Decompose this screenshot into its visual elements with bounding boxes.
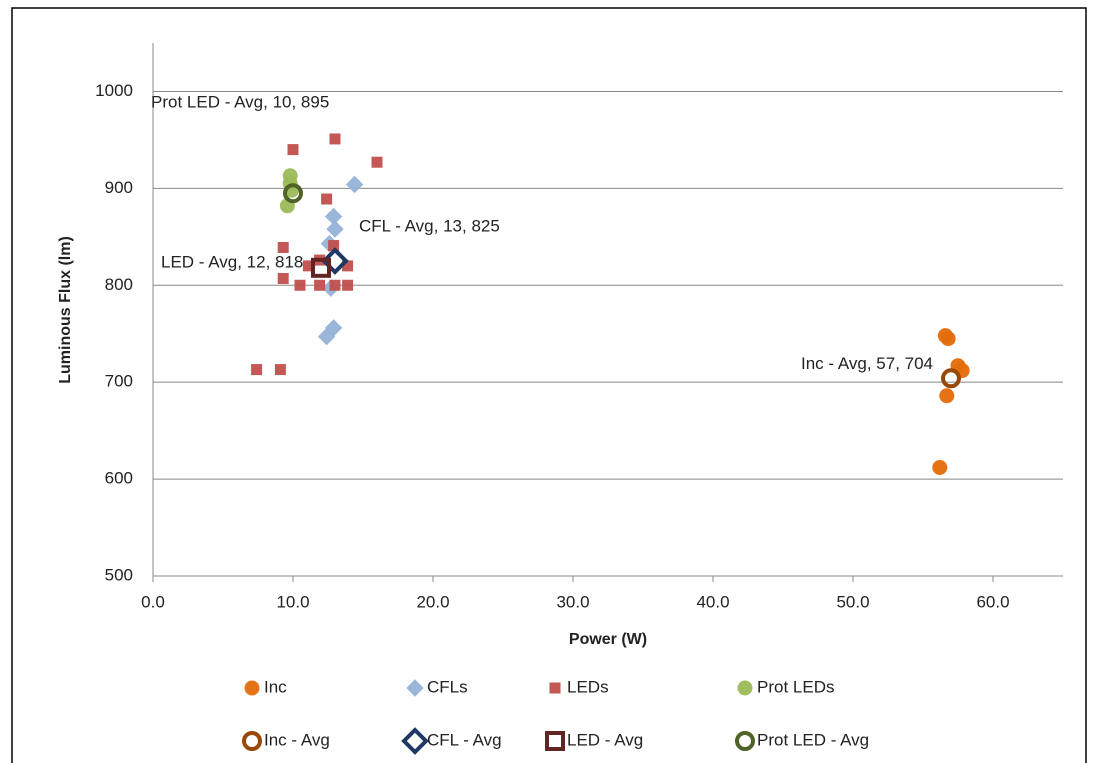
data-label: LED - Avg, 12, 818: [161, 252, 303, 271]
legend-label: Inc - Avg: [264, 730, 330, 749]
data-label: Inc - Avg, 57, 704: [801, 354, 933, 373]
data-point: [294, 279, 306, 291]
y-tick-label: 600: [105, 469, 133, 488]
y-tick-label: 1000: [95, 81, 133, 100]
data-label: CFL - Avg, 13, 825: [359, 217, 500, 236]
x-tick-label: 20.0: [416, 592, 449, 611]
data-point: [940, 331, 956, 347]
data-point: [317, 327, 336, 346]
y-tick-label: 700: [105, 372, 133, 391]
data-point: [274, 364, 286, 376]
legend-marker: [406, 679, 424, 697]
x-tick-label: 40.0: [696, 592, 729, 611]
data-label: Prot LED - Avg, 10, 895: [151, 93, 329, 112]
legend-label: Inc: [264, 677, 287, 696]
x-tick-label: 0.0: [141, 592, 165, 611]
data-point: [321, 193, 333, 205]
legend-label: Prot LED - Avg: [757, 730, 869, 749]
x-tick-label: 10.0: [276, 592, 309, 611]
x-tick-label: 50.0: [836, 592, 869, 611]
legend-label: CFL - Avg: [427, 730, 502, 749]
legend-label: LEDs: [567, 677, 609, 696]
legend-marker: [244, 680, 260, 696]
data-point: [326, 220, 344, 238]
data-point: [314, 279, 326, 291]
y-tick-label: 900: [105, 178, 133, 197]
chart-border: [11, 7, 1087, 763]
data-point: [329, 279, 341, 291]
data-point: [321, 247, 349, 275]
data-point: [941, 368, 961, 389]
legend-marker: [545, 731, 565, 751]
data-point: [251, 364, 263, 376]
data-point: [345, 175, 364, 194]
y-tick-label: 500: [105, 565, 133, 584]
legend-marker: [735, 731, 755, 751]
y-tick-label: 800: [105, 275, 133, 294]
data-point: [277, 241, 289, 253]
legend-marker: [401, 727, 429, 755]
data-point: [287, 144, 299, 156]
legend-label: LED - Avg: [567, 730, 643, 749]
data-point: [939, 388, 955, 404]
data-point: [311, 257, 331, 278]
data-point: [932, 459, 948, 475]
x-tick-label: 30.0: [556, 592, 589, 611]
legend-label: Prot LEDs: [757, 677, 834, 696]
x-axis-label: Power (W): [569, 631, 647, 648]
x-tick-label: 60.0: [976, 592, 1009, 611]
data-point: [283, 183, 303, 204]
legend-marker: [549, 682, 561, 694]
data-point: [329, 133, 341, 145]
legend-marker: [737, 680, 753, 696]
y-axis-label: Luminous Flux (lm): [57, 236, 74, 384]
data-point: [342, 279, 354, 291]
legend-label: CFLs: [427, 677, 468, 696]
data-point: [371, 156, 383, 168]
data-point: [277, 272, 289, 284]
legend-marker: [242, 731, 262, 751]
